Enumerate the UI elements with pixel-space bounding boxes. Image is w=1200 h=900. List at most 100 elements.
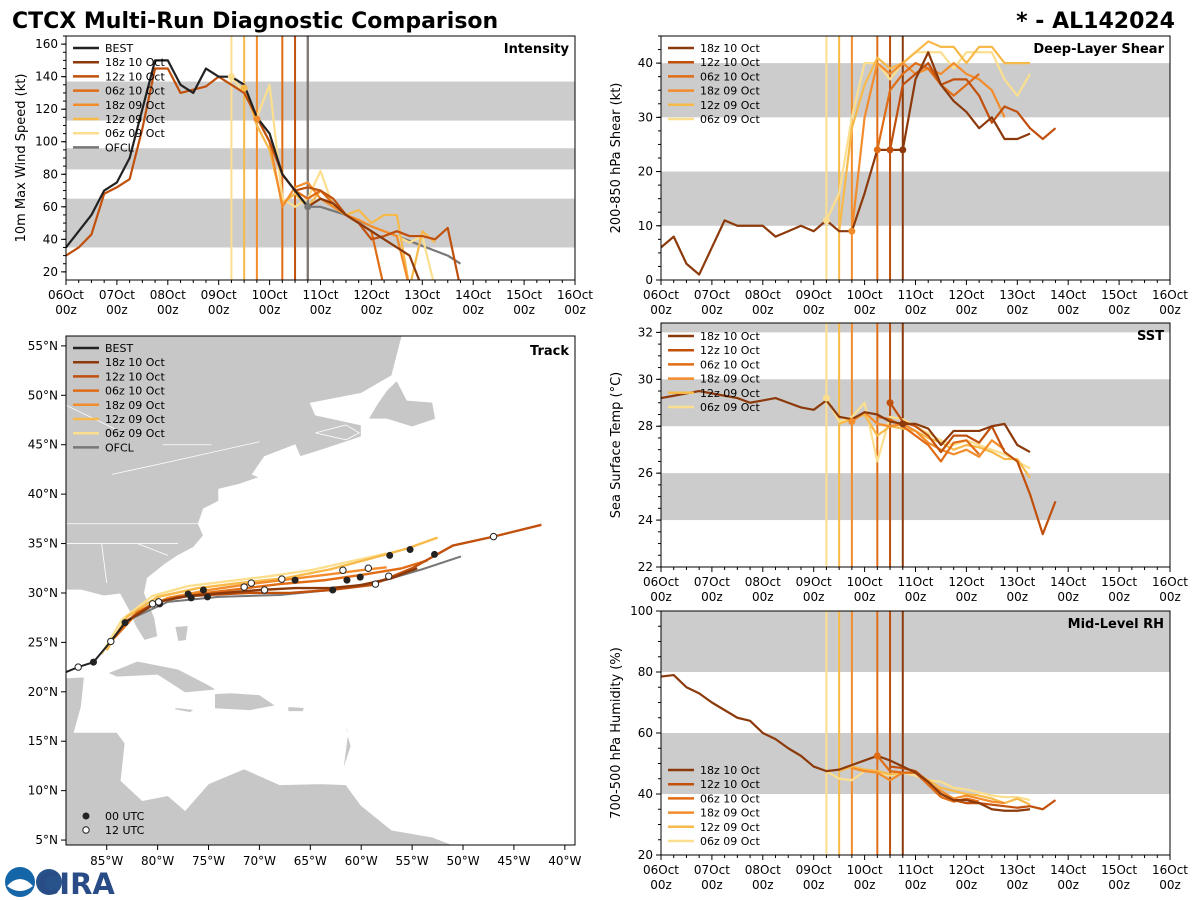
intensity-ytick-label: 20 bbox=[43, 265, 58, 279]
sst-xtick-sub: 00z bbox=[752, 590, 774, 604]
sst-xtick-sub: 00z bbox=[1057, 590, 1079, 604]
track-point-12utc bbox=[278, 575, 286, 583]
track-point-12utc bbox=[260, 586, 269, 594]
track-point-12utc bbox=[154, 598, 163, 606]
track-legend-label: BEST bbox=[105, 342, 133, 355]
intensity-xtick-sub: 00z bbox=[513, 303, 535, 317]
rh-init-marker bbox=[873, 752, 881, 760]
rh-xtick-label: 15Oct bbox=[1101, 863, 1137, 877]
track-point-12utc bbox=[74, 663, 82, 671]
sst-xtick-label: 11Oct bbox=[897, 575, 933, 589]
track-title: Track bbox=[530, 344, 569, 359]
rh-xtick-label: 07Oct bbox=[694, 863, 730, 877]
shear-legend-label: 18z 10 Oct bbox=[700, 42, 760, 55]
track-xtick-label: 50°W bbox=[446, 854, 479, 868]
rh-band bbox=[661, 733, 1170, 794]
rh-xtick-label: 09Oct bbox=[796, 863, 832, 877]
sst-xtick-label: 14Oct bbox=[1050, 575, 1086, 589]
intensity-xtick-sub: 00z bbox=[564, 303, 586, 317]
intensity-line bbox=[307, 197, 421, 280]
intensity-xtick-label: 06Oct bbox=[48, 288, 84, 302]
intensity-xtick-label: 15Oct bbox=[506, 288, 542, 302]
shear-xtick-sub: 00z bbox=[1159, 303, 1181, 317]
track-point-12utc bbox=[489, 532, 498, 541]
intensity-line bbox=[255, 116, 409, 280]
shear-init-marker bbox=[848, 227, 856, 235]
shear-title: Deep-Layer Shear bbox=[1033, 42, 1164, 57]
track-legend-label: 12z 10 Oct bbox=[105, 370, 165, 383]
intensity-line bbox=[66, 59, 309, 249]
track-legend-label: 12z 09 Oct bbox=[105, 413, 165, 426]
newfoundland-land bbox=[367, 379, 436, 428]
sst-title: SST bbox=[1137, 329, 1164, 344]
shear-xtick-sub: 00z bbox=[1057, 303, 1079, 317]
bahamas-land bbox=[174, 625, 189, 642]
rh-line bbox=[661, 673, 1031, 812]
track-legend-label: 06z 10 Oct bbox=[105, 385, 165, 398]
track-xtick-label: 85°W bbox=[90, 854, 123, 868]
shear-xtick-sub: 00z bbox=[650, 303, 672, 317]
central-south-america-land bbox=[66, 676, 453, 845]
intensity-ylabel: 10m Max Wind Speed (kt) bbox=[14, 74, 29, 243]
sst-xtick-label: 10Oct bbox=[847, 575, 883, 589]
intensity-xtick-sub: 00z bbox=[157, 303, 179, 317]
track-point-00utc bbox=[291, 576, 299, 584]
rh-xtick-sub: 00z bbox=[701, 878, 723, 892]
sst-xtick-label: 16Oct bbox=[1152, 575, 1188, 589]
sst-xtick-label: 06Oct bbox=[643, 575, 679, 589]
intensity-xtick-sub: 00z bbox=[208, 303, 230, 317]
sst-legend-label: 12z 09 Oct bbox=[700, 387, 760, 400]
track-xtick-label: 40°W bbox=[548, 854, 581, 868]
rh-xtick-label: 13Oct bbox=[999, 863, 1035, 877]
track-point-12utc bbox=[371, 580, 380, 588]
shear-xtick-label: 15Oct bbox=[1101, 288, 1137, 302]
track-ytick-label: 10°N bbox=[28, 784, 58, 798]
track-ytick-label: 20°N bbox=[28, 685, 58, 699]
intensity-legend-label: OFCL bbox=[105, 141, 135, 154]
intensity-init-marker bbox=[253, 115, 261, 123]
shear-init-marker bbox=[822, 216, 830, 224]
track-point-12utc bbox=[148, 600, 157, 608]
intensity-xtick-sub: 00z bbox=[55, 303, 77, 317]
intensity-series bbox=[66, 59, 462, 280]
shear-legend-label: 06z 09 Oct bbox=[700, 113, 760, 126]
rh-line bbox=[838, 765, 1031, 806]
shear-xtick-label: 08Oct bbox=[745, 288, 781, 302]
track-ytick-label: 25°N bbox=[28, 635, 58, 649]
sst-xtick-sub: 00z bbox=[1108, 590, 1130, 604]
sst-legend-label: 18z 10 Oct bbox=[700, 330, 760, 343]
sst-legend-label: 06z 10 Oct bbox=[700, 358, 760, 371]
shear-xtick-label: 12Oct bbox=[948, 288, 984, 302]
track-point-00utc bbox=[329, 586, 337, 594]
shear-xtick-label: 06Oct bbox=[643, 288, 679, 302]
sst-line bbox=[889, 402, 1057, 536]
track-xtick-label: 55°W bbox=[396, 854, 429, 868]
rh-xtick-label: 06Oct bbox=[643, 863, 679, 877]
intensity-title: Intensity bbox=[504, 42, 570, 57]
rh-ytick-label: 80 bbox=[638, 665, 653, 679]
shear-ylabel: 200-850 hPa Shear (kt) bbox=[609, 83, 624, 234]
shear-ytick-label: 10 bbox=[638, 219, 653, 233]
track-point-00utc bbox=[204, 593, 212, 601]
shear-xtick-sub: 00z bbox=[701, 303, 723, 317]
shear-ytick-label: 30 bbox=[638, 110, 653, 124]
intensity-legend-label: 06z 09 Oct bbox=[105, 127, 165, 140]
intensity-xtick-label: 13Oct bbox=[404, 288, 440, 302]
intensity-xtick-sub: 00z bbox=[106, 303, 128, 317]
intensity-xtick-label: 08Oct bbox=[150, 288, 186, 302]
rh-xtick-label: 16Oct bbox=[1152, 863, 1188, 877]
sst-xtick-sub: 00z bbox=[905, 590, 927, 604]
intensity-xtick-sub: 00z bbox=[361, 303, 383, 317]
intensity-xtick-label: 11Oct bbox=[302, 288, 338, 302]
rh-xtick-sub: 00z bbox=[1108, 878, 1130, 892]
rh-xtick-sub: 00z bbox=[905, 878, 927, 892]
cira-logo: CIRA bbox=[5, 867, 115, 900]
rh-legend-label: 18z 10 Oct bbox=[700, 764, 760, 777]
shear-xtick-label: 16Oct bbox=[1152, 288, 1188, 302]
intensity-ytick-label: 120 bbox=[35, 102, 58, 116]
sst-band bbox=[661, 323, 1170, 333]
sst-band bbox=[661, 473, 1170, 521]
cape-breton-land bbox=[315, 424, 361, 441]
track-xtick-label: 70°W bbox=[243, 854, 276, 868]
